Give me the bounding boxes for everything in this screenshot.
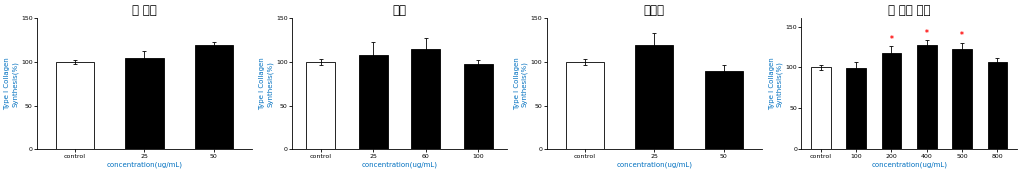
Title: 연자육: 연자육 xyxy=(643,4,665,17)
Bar xyxy=(358,55,388,149)
X-axis label: concentration(ug/mL): concentration(ug/mL) xyxy=(106,161,183,168)
Bar xyxy=(464,64,492,149)
Bar xyxy=(811,67,830,149)
Title: 작약: 작약 xyxy=(392,4,406,17)
Bar xyxy=(126,58,163,149)
Bar xyxy=(56,62,94,149)
Bar xyxy=(566,62,603,149)
Bar xyxy=(953,50,972,149)
Y-axis label: Type I Collagen
Synthesis(%): Type I Collagen Synthesis(%) xyxy=(769,57,783,110)
Text: *: * xyxy=(925,29,929,38)
Text: *: * xyxy=(889,35,893,44)
Text: *: * xyxy=(960,31,964,40)
Bar xyxy=(704,71,743,149)
X-axis label: concentration(ug/mL): concentration(ug/mL) xyxy=(871,161,947,168)
Bar xyxy=(917,45,936,149)
Bar xyxy=(195,45,233,149)
Bar xyxy=(635,45,673,149)
Y-axis label: Type I Collagen
Synthesis(%): Type I Collagen Synthesis(%) xyxy=(4,57,18,110)
Bar xyxy=(846,68,866,149)
X-axis label: concentration(ug/mL): concentration(ug/mL) xyxy=(617,161,692,168)
Y-axis label: Type I Collagen
Synthesis(%): Type I Collagen Synthesis(%) xyxy=(259,57,273,110)
Bar xyxy=(306,62,335,149)
Bar xyxy=(411,49,440,149)
Title: 토 복령: 토 복령 xyxy=(132,4,157,17)
X-axis label: concentration(ug/mL): concentration(ug/mL) xyxy=(361,161,437,168)
Title: 체 리세 이지: 체 리세 이지 xyxy=(888,4,930,17)
Bar xyxy=(882,53,902,149)
Y-axis label: Type I Collagen
Synthesis(%): Type I Collagen Synthesis(%) xyxy=(514,57,528,110)
Bar xyxy=(987,62,1007,149)
